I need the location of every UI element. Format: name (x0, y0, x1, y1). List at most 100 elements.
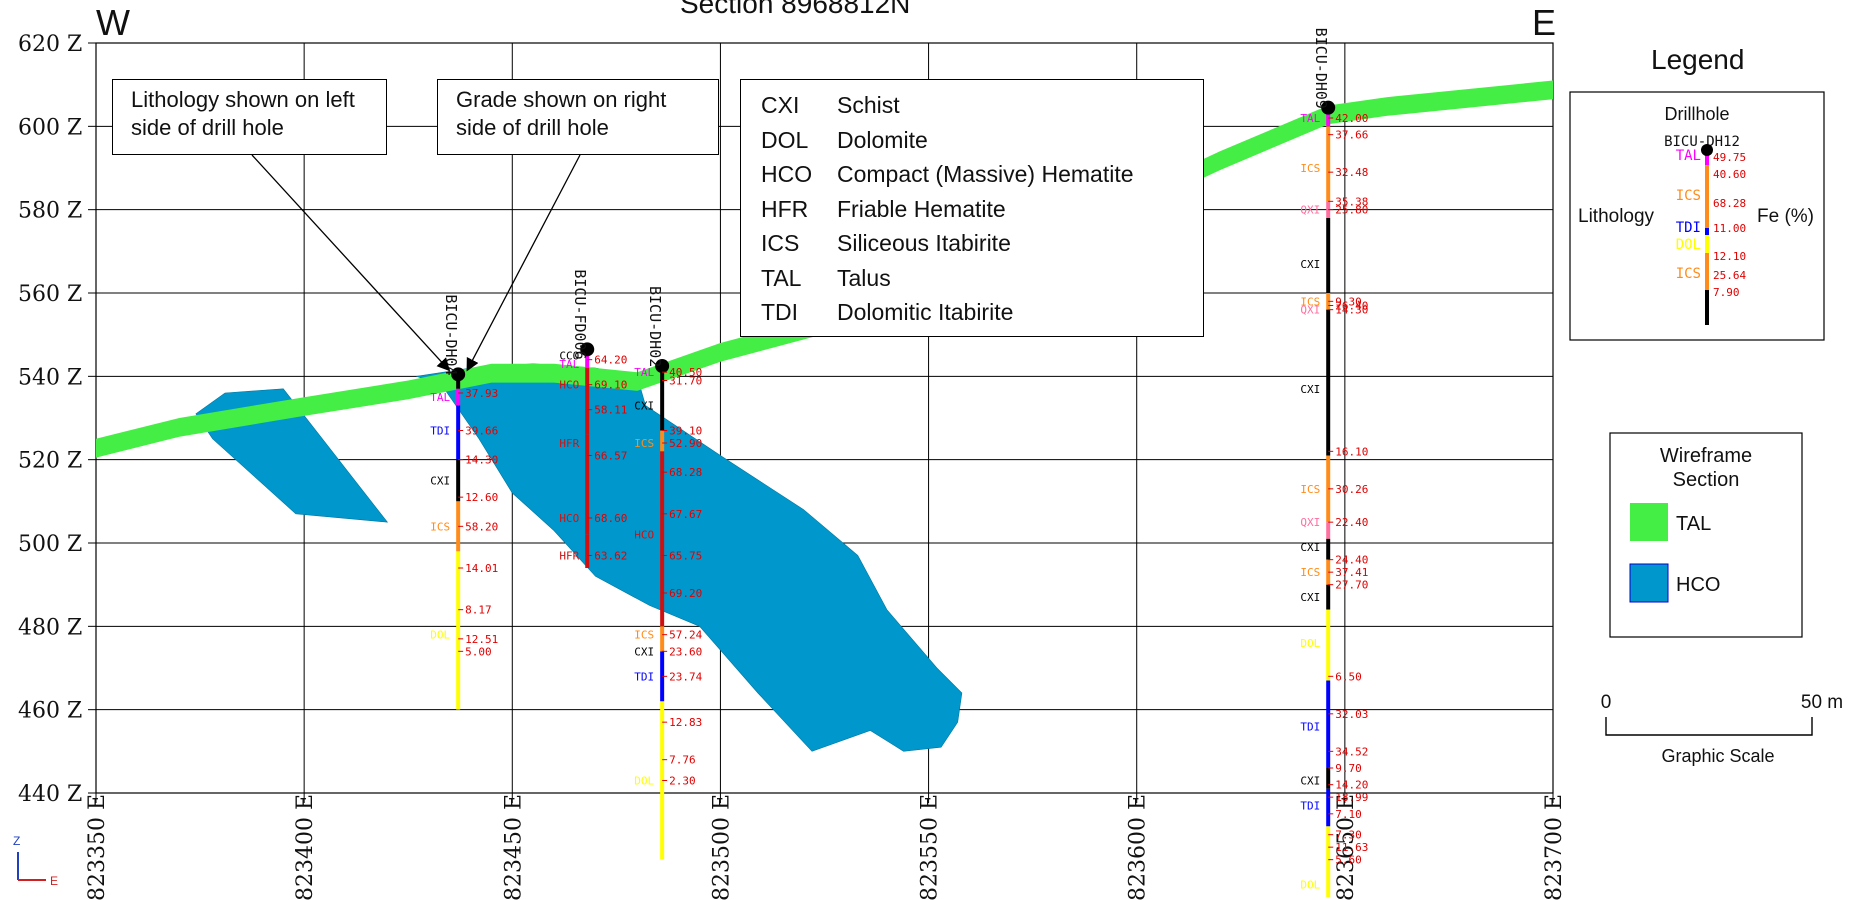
grade-label: 9.70 (1335, 762, 1362, 775)
abbreviation-row: TDI Dolomitic Itabirite (761, 295, 1013, 329)
abbreviation-name: Schist (837, 92, 900, 118)
lithology-label: CXI (1300, 258, 1320, 271)
grade-label: 66.57 (594, 450, 627, 463)
easting-tick-label: 823700 E (1542, 794, 1567, 900)
legend-sample-grade-label: 25.64 (1713, 269, 1746, 282)
lithology-label: ICS (634, 437, 654, 450)
elevation-tick-label: 600 Z (18, 115, 82, 140)
lithology-label: QXI (1300, 516, 1320, 529)
grade-label: 12.83 (669, 716, 702, 729)
elevation-tick-label: 440 Z (18, 782, 82, 807)
lithology-label: HCO (559, 379, 579, 392)
grade-label: 7.30 (1335, 829, 1362, 842)
grade-label: 37.41 (1335, 566, 1368, 579)
lithology-label: ICS (1300, 483, 1320, 496)
legend-drillhole-frame (1569, 91, 1825, 341)
legend-sample-lith-label: ICS (1676, 188, 1701, 204)
abbreviation-name: Friable Hematite (837, 195, 1006, 222)
elevation-tick-label: 560 Z (18, 282, 82, 307)
abbreviation-name: Dolomite (837, 126, 928, 153)
grade-label: 14.30 (465, 454, 498, 467)
grade-label: 57.24 (669, 629, 702, 642)
lithology-label: ICS (634, 629, 654, 642)
legend-lithology-label: Lithology (1578, 206, 1655, 227)
grade-label: 14.01 (465, 562, 498, 575)
grade-label: 8.17 (465, 604, 492, 617)
legend-sample-hole-name: BICU-DH12 (1664, 134, 1740, 150)
abbreviation-row: DOL Dolomite (761, 123, 928, 157)
lithology-label: QXI (1300, 304, 1320, 317)
easting-tick-label: 823400 E (293, 794, 318, 900)
axis-indicator-z-label: Z (13, 834, 20, 848)
legend-wireframe-swatch (1630, 503, 1668, 541)
grade-label: 2.30 (669, 775, 696, 788)
grade-callout: Grade shown on right side of drill hole (437, 79, 719, 155)
legend-sample-collar (1701, 144, 1713, 156)
drillhole-collar (580, 342, 595, 357)
grade-label: 31.70 (669, 375, 702, 388)
scale-end-label: 50 m (1801, 692, 1843, 713)
grade-label: 34.52 (1335, 745, 1368, 758)
lithology-label: DOL (1300, 637, 1320, 650)
drillhole: BICU-DH09TALICSQXICXIICSQXICXIICSQXICXII… (1300, 28, 1368, 898)
abbreviation-name: Compact (Massive) Hematite (837, 161, 1134, 187)
callout-arrows (251, 154, 581, 372)
grade-label: 23.60 (669, 645, 702, 658)
lithology-label: HCO (634, 529, 654, 542)
lithology-label: DOL (430, 629, 450, 642)
legend-sample-lith-label: DOL (1676, 237, 1701, 253)
grade-label: 68.28 (669, 466, 702, 479)
legend-sample-lith-label: ICS (1676, 266, 1701, 282)
lithology-label: TAL (559, 358, 579, 371)
abbreviation-row: HCO Compact (Massive) Hematite (761, 157, 1134, 191)
grade-label: 69.20 (669, 587, 702, 600)
legend-sample-grade-label: 68.28 (1713, 197, 1746, 210)
abbreviation-code: HFR (761, 195, 809, 222)
elevation-tick-label: 580 Z (18, 199, 82, 224)
elevation-tick-label: 480 Z (18, 615, 82, 640)
grade-label: 25.80 (1335, 204, 1368, 217)
legend-drillhole-title: Drillhole (1664, 104, 1729, 124)
lithology-label: CXI (634, 645, 654, 658)
lithology-label: CXI (430, 475, 450, 488)
grade-label: 14.20 (1335, 779, 1368, 792)
grade-label: 69.10 (594, 379, 627, 392)
drillhole: BICU-DH04 TAL TDI CXI ICS DOL 37.93 39.66 14.30 1… (430, 294, 498, 710)
grade-label: 68.60 (594, 512, 627, 525)
grade-label: 30.26 (1335, 483, 1368, 496)
easting-tick-label: 823450 E (501, 794, 526, 900)
lithology-label: TDI (1300, 800, 1320, 813)
abbreviation-code: CXI (761, 92, 800, 118)
grade-label: 7.10 (1335, 808, 1362, 821)
elevation-tick-label: 520 Z (18, 449, 82, 474)
drillhole-name: BICU-FD006 (571, 269, 589, 359)
grade-label: 16.10 (1335, 445, 1368, 458)
grade-label: 26.40 (1335, 300, 1368, 313)
lithology-label: QXI (1300, 204, 1320, 217)
lithology-arrow (251, 154, 451, 372)
elevation-tick-label: 500 Z (18, 532, 82, 557)
scale-zero-label: 0 (1601, 692, 1612, 713)
grade-label: 12.51 (465, 633, 498, 646)
drillhole-name: BICU-DH09 (1312, 28, 1330, 109)
abbreviation-row: TAL Talus (761, 261, 891, 295)
easting-tick-label: 823500 E (709, 794, 734, 900)
abbreviation-code: HCO (761, 161, 813, 187)
grade-label: 52.90 (669, 437, 702, 450)
grade-label: 9.30 (1335, 295, 1362, 308)
easting-tick-label: 823650 E (1334, 794, 1359, 900)
lithology-label: CCO (559, 350, 579, 363)
abbreviation-code: TAL (761, 264, 802, 291)
grade-label: 39.66 (465, 425, 498, 438)
grade-label: 35.38 (1335, 195, 1368, 208)
abbreviation-table: CXI Schist DOL Dolomite HCO Compact (Massive)… (740, 79, 1204, 337)
lithology-label: CXI (1300, 775, 1320, 788)
abbreviation-name: Siliceous Itabirite (837, 230, 1011, 256)
grade-label: 42.00 (1335, 112, 1368, 125)
lithology-label: ICS (1300, 566, 1320, 579)
grade-label: 18.99 (1335, 791, 1368, 804)
legend-sample-grade-label: 11.00 (1713, 222, 1746, 235)
lithology-label: DOL (634, 775, 654, 788)
